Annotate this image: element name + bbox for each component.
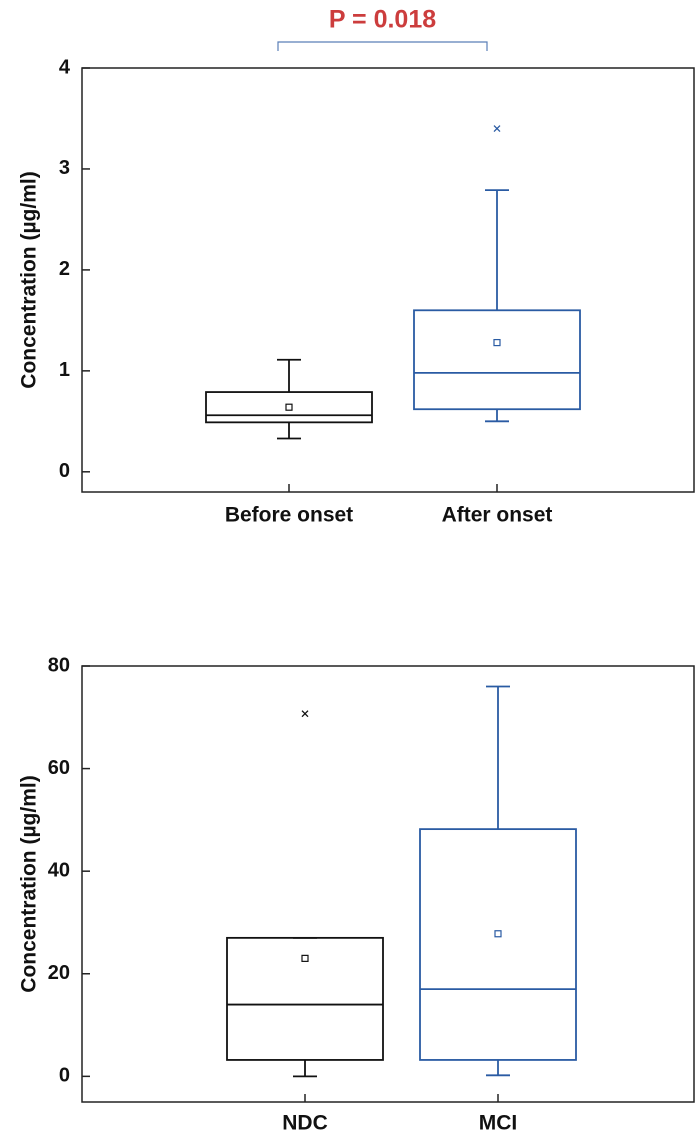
x-tick-label: NDC bbox=[282, 1112, 328, 1135]
y-axis-title: Concentration (µg/ml) bbox=[18, 171, 41, 388]
y-tick-label: 4 bbox=[59, 56, 71, 78]
y-tick-label: 1 bbox=[59, 359, 70, 381]
y-tick-label: 80 bbox=[48, 654, 70, 676]
significance-bracket bbox=[277, 41, 488, 51]
y-tick-label: 3 bbox=[59, 157, 70, 179]
x-tick-label: MCI bbox=[479, 1112, 518, 1135]
y-tick-label: 2 bbox=[59, 258, 70, 280]
annotation: P = 0.018 bbox=[329, 6, 436, 34]
plot-frame bbox=[81, 67, 695, 493]
mean-marker bbox=[494, 930, 502, 938]
y-tick-label: 0 bbox=[59, 460, 70, 482]
y-axis-title: Concentration (µg/ml) bbox=[18, 775, 41, 992]
box bbox=[413, 309, 581, 411]
mean-marker bbox=[493, 338, 501, 347]
outlier bbox=[493, 125, 501, 133]
plot-frame bbox=[81, 665, 695, 1103]
x-tick-label: Before onset bbox=[225, 504, 353, 527]
outlier bbox=[301, 710, 309, 718]
mean-marker bbox=[301, 954, 309, 962]
box bbox=[419, 828, 577, 1061]
y-tick-label: 20 bbox=[48, 962, 70, 984]
x-tick-label: After onset bbox=[442, 504, 553, 527]
y-tick-label: 60 bbox=[48, 757, 70, 779]
box bbox=[226, 936, 384, 1061]
mean-marker bbox=[285, 403, 293, 411]
box bbox=[205, 391, 373, 424]
y-tick-label: 40 bbox=[48, 859, 70, 881]
y-tick-label: 0 bbox=[59, 1065, 70, 1087]
